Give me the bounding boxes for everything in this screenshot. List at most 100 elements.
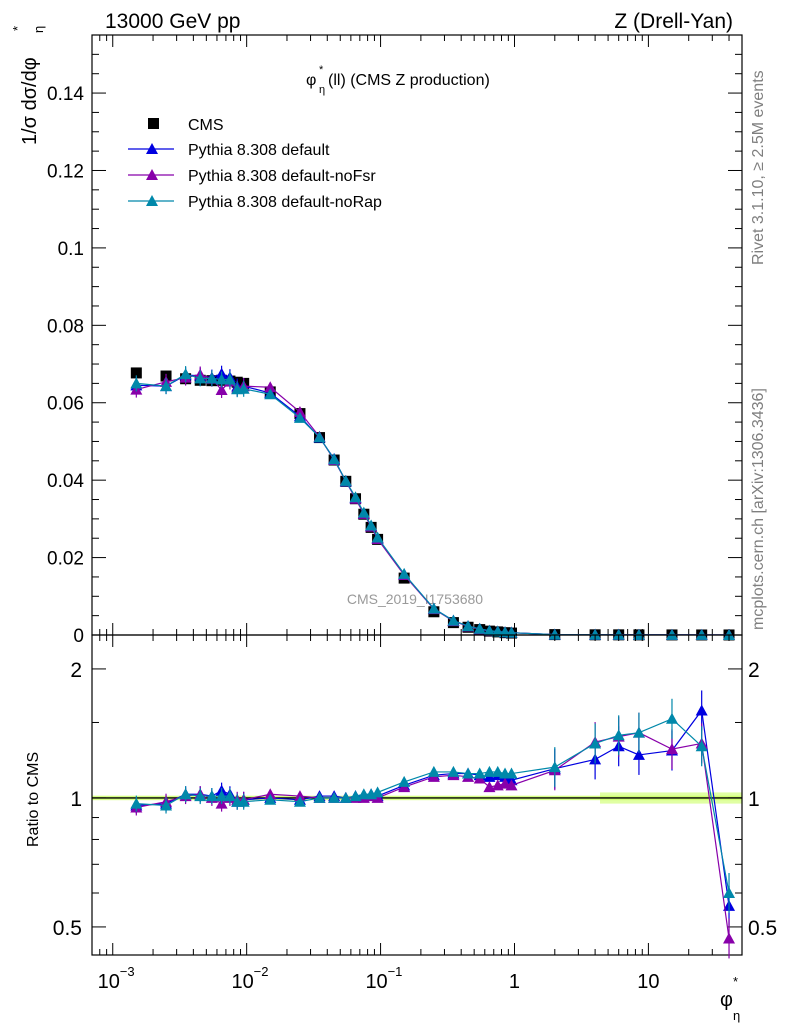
analysis-watermark: CMS_2019_I1753680 [347, 591, 483, 607]
main-ytick-label: 0 [73, 626, 84, 647]
main-point-norap [665, 628, 678, 640]
x-axis-label: φ * η [720, 974, 740, 1023]
main-point-norap [130, 377, 143, 389]
main-ytick-label: 0.1 [58, 239, 84, 260]
ratio-ytick-label-right: 1 [748, 788, 760, 811]
ratio-ytick-label-right: 0.5 [748, 917, 777, 940]
ratio-xtick-label: 10 [232, 971, 254, 993]
ratio-ytick-label-right: 2 [748, 659, 760, 682]
ratio-point-norap [427, 765, 440, 777]
main-title: φ * η (ll) (CMS Z production) [306, 64, 490, 96]
ratio-point-norap [473, 767, 486, 779]
main-point-norap [371, 531, 384, 543]
main-ytick-label: 0.02 [47, 549, 84, 570]
ratio-point-norap [612, 729, 625, 741]
ratio-xtick-label: 10 [98, 971, 120, 993]
ratio-point-norap [130, 797, 143, 809]
main-point-norap [293, 411, 306, 423]
ratio-ytick-label: 0.5 [53, 917, 82, 940]
ylabel-sup: * [10, 26, 25, 31]
ratio-frame [91, 634, 743, 956]
mcplots-label: mcplots.cern.ch [arXiv:1306.3436] [750, 388, 767, 630]
main-ytick-label: 0.14 [47, 84, 84, 105]
main-point-norap [223, 373, 236, 385]
main-point-norap [215, 373, 228, 385]
ylabel-main: 1/σ dσ/dφ [19, 57, 41, 145]
main-point-norap [264, 388, 277, 400]
ratio-ytick-label: 2 [70, 659, 82, 682]
main-point-cms [130, 367, 142, 379]
ratio-point-norap [589, 737, 602, 749]
ratio-point-nofsr [723, 932, 736, 944]
ratio-axes: 0.5 0.51 12 210 −3 10 −2 10 −1 1 10 [53, 634, 777, 993]
main-series [130, 365, 736, 641]
legend-label-cms: CMS [188, 117, 224, 134]
ratio-series [130, 690, 736, 959]
xlabel-sub: η [733, 1008, 740, 1023]
ratio-point-default [695, 704, 708, 716]
main-point-nofsr [293, 406, 306, 418]
legend-label-norap: Pythia 8.308 default-noRap [188, 194, 382, 211]
ratio-point-norap [491, 765, 504, 777]
ratio-point-norap [398, 775, 411, 787]
legend-marker-norap [146, 195, 158, 206]
title-rest: (ll) (CMS Z production) [328, 72, 490, 89]
ratio-point-norap [632, 726, 645, 738]
legend-entry-cms: CMS [148, 117, 224, 134]
ratio-point-norap [264, 793, 277, 805]
main-point-nofsr [264, 381, 277, 393]
ratio-point-nofsr [665, 743, 678, 755]
ratio-point-norap [293, 795, 306, 807]
main-ytick-label: 0.06 [47, 394, 84, 415]
ratio-point-norap [483, 765, 496, 777]
header-left: 13000 GeV pp [105, 10, 240, 33]
main-ytick-label: 0.12 [47, 161, 84, 182]
ratio-point-norap [723, 886, 736, 898]
ratio-point-norap [194, 790, 207, 802]
main-point-norap [328, 453, 341, 465]
legend-marker-default [146, 143, 158, 154]
legend-entry-norap: Pythia 8.308 default-noRap [128, 194, 382, 211]
main-point-norap [491, 625, 504, 637]
ratio-xtick-label: 10 [637, 971, 659, 993]
main-point-norap [447, 614, 460, 626]
title-sub: η [319, 84, 325, 96]
main-ytick-label: 0.08 [47, 316, 84, 337]
ratio-point-norap [205, 790, 218, 802]
main-point-norap [548, 628, 561, 640]
legend-entry-default: Pythia 8.308 default [128, 142, 330, 159]
ratio-point-norap [665, 712, 678, 724]
ratio-point-norap [215, 790, 228, 802]
legend-label-default: Pythia 8.308 default [188, 142, 330, 159]
ylabel-sub: η [31, 26, 46, 33]
ratio-point-norap [548, 761, 561, 773]
ratio-line-nofsr [136, 732, 730, 939]
xlabel-sup: * [733, 974, 738, 989]
ratio-point-norap [505, 767, 518, 779]
main-point-norap [179, 368, 192, 380]
main-axes: 0 0.02 0.04 0.06 0.08 0.1 0.12 0.14 [47, 34, 743, 647]
ratio-point-norap [339, 791, 352, 803]
ratio-xtick-label: 1 [509, 971, 520, 993]
ratio-xtick-exponent: −1 [388, 964, 403, 979]
main-point-norap [339, 474, 352, 486]
ratio-ytick-label: 1 [70, 788, 82, 811]
main-point-norap [313, 431, 326, 443]
ratio-point-default [632, 748, 645, 760]
ratio-point-norap [695, 740, 708, 752]
title-sup: * [319, 64, 324, 76]
ratio-xtick-label: 10 [365, 971, 387, 993]
ratio-point-norap [328, 791, 341, 803]
legend-label-nofsr: Pythia 8.308 default-noFsr [188, 168, 376, 185]
ratio-point-norap [313, 791, 326, 803]
main-point-norap [589, 628, 602, 640]
main-point-norap [612, 628, 625, 640]
svg-text:φ: φ [306, 72, 316, 89]
legend: CMS Pythia 8.308 default Pythia 8.308 de… [128, 117, 382, 211]
ratio-point-norap [160, 799, 173, 811]
header-right: Z (Drell-Yan) [614, 10, 733, 33]
legend-marker-cms [148, 118, 159, 129]
main-point-norap [365, 519, 378, 531]
ratio-xtick-exponent: −3 [120, 964, 135, 979]
